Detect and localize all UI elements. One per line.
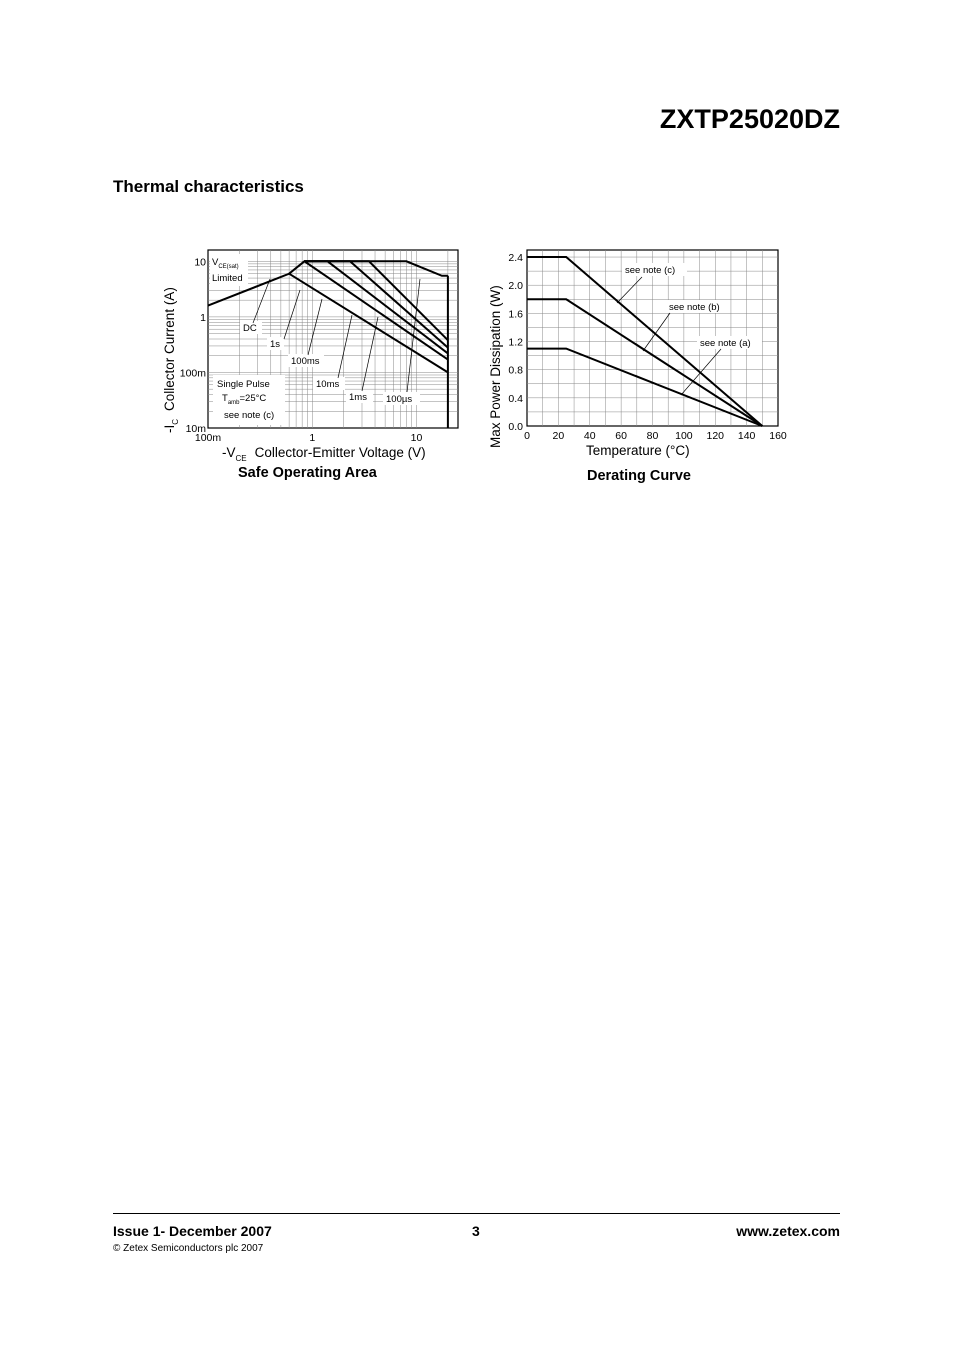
dc-label: DC [243,323,257,334]
s1-label-box [267,337,284,350]
derating-x-tick-label: 0 [524,430,530,442]
soa-series-line [207,272,449,374]
derating-y-tick-label: 1.2 [508,337,523,349]
soa-note-label: see note (c) [224,410,274,421]
derating-x-tick-label: 80 [647,430,659,442]
derating-y-tick-label: 0.4 [508,393,523,405]
tamb-label: Tamb=25°C [222,393,266,406]
pulse-info-box [213,375,285,425]
1s-label: 1s [270,339,280,350]
us100-label-box [383,392,420,405]
footer-website: www.zetex.com [736,1223,840,1239]
soa-ylabel: -ICCollector Current (A) [162,287,180,433]
soa-xlabel: -VCE Collector-Emitter Voltage (V) [222,445,426,463]
100us-label: 100µs [386,394,412,405]
derating-series-line [527,256,763,427]
derating-x-tick-label: 100 [675,430,693,442]
derating-y-tick-label: 2.0 [508,280,523,292]
100ms-label: 100ms [291,356,320,367]
derating-ylabel: Max Power Dissipation (W) [488,285,503,448]
soa-x-tick-label: 1 [309,432,315,444]
derating-series [527,256,763,427]
derating-series-line [527,298,763,427]
note-a-box [697,336,762,349]
footer-rule [113,1213,840,1214]
soa-x-tick-label: 10 [411,432,423,444]
note-c-label: see note (c) [625,265,675,276]
soa-y-tick-label: 10 [194,256,206,268]
1ms-label: 1ms [349,392,367,403]
derating-ticks: 0 20 40 60 80 100 120 140 160 0.0 0.4 0.8 1.2 1.6 2.0 2… [508,252,787,442]
derating-y-tick-label: 0.8 [508,365,523,377]
part-number: ZXTP25020DZ [659,104,840,134]
derating-xlabel: Temperature (°C) [586,443,690,458]
derating-x-tick-label: 160 [769,430,787,442]
footer-page-number: 3 [472,1223,480,1239]
section-title: Thermal characteristics [113,177,304,196]
limited-label: Limited [212,273,243,284]
derating-title: Derating Curve [587,468,691,484]
vce-sat-box [210,254,248,286]
soa-series-line [304,260,448,277]
derating-y-tick-label: 2.4 [508,252,523,264]
derating-x-tick-label: 140 [738,430,756,442]
derating-x-tick-label: 40 [584,430,596,442]
derating-chart: 0 20 40 60 80 100 120 140 160 0.0 0.4 0.8 1.2 1.6 2.0 2… [488,249,787,484]
derating-x-tick-label: 120 [706,430,724,442]
note-c-box [622,263,687,276]
ms100-label-box [288,354,324,367]
derating-y-tick-label: 0.0 [508,421,523,433]
soa-y-tick-label: 1 [200,312,206,324]
derating-leaders [616,276,722,396]
soa-y-tick-label: 10m [186,423,207,435]
soa-leaders [252,278,421,393]
footer-issue: Issue 1- December 2007 [113,1223,272,1239]
derating-y-tick-label: 1.6 [508,308,523,320]
derating-series-line [527,347,763,427]
single-pulse-label: Single Pulse [217,379,270,390]
10ms-label: 10ms [316,379,339,390]
ms10-label-box [313,377,345,390]
derating-x-tick-label: 60 [615,430,627,442]
ms1-label-box [346,390,373,403]
note-b-box [666,300,730,313]
vce-sat-label: VCE(sat) [212,257,239,270]
note-b-label: see note (b) [669,302,720,313]
derating-x-tick-label: 20 [553,430,565,442]
soa-y-tick-label: 100m [180,367,207,379]
footer-copyright: © Zetex Semiconductors plc 2007 [113,1243,264,1254]
note-a-label: see note (a) [700,338,751,349]
soa-x-tick-label: 100m [195,432,222,444]
soa-title: Safe Operating Area [238,465,378,481]
dc-label-box [240,321,262,334]
